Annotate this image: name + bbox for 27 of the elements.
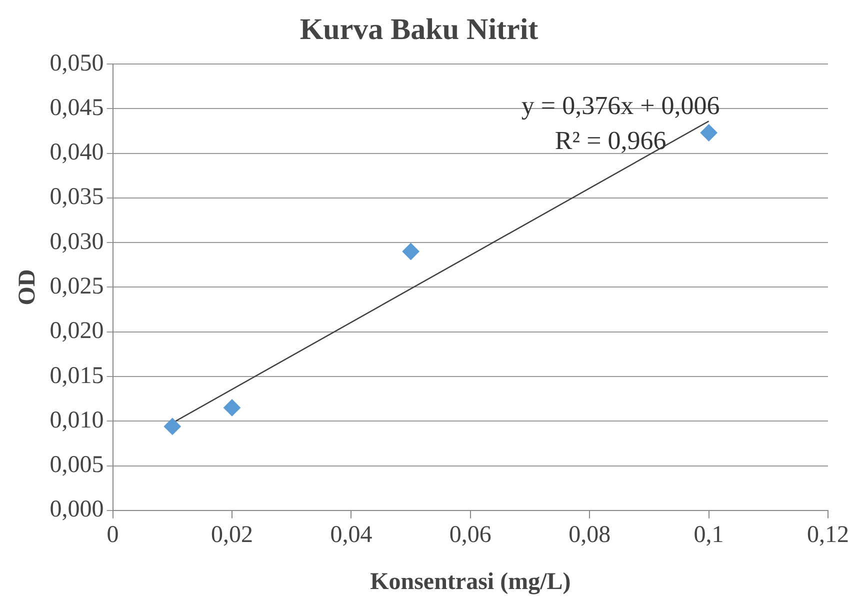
annotation: y = 0,376x + 0,006 xyxy=(521,91,720,120)
point xyxy=(224,399,240,416)
x-tick-label: 0,12 xyxy=(807,522,849,548)
point xyxy=(700,124,718,142)
x-axis-title: Konsentrasi (mg/L) xyxy=(370,568,571,595)
y-tick-label: 0,010 xyxy=(50,407,104,434)
x-tick-label: 0,08 xyxy=(568,522,611,548)
x-tick-label: 0,1 xyxy=(694,522,724,548)
y-tick-label: 0,040 xyxy=(50,140,104,166)
x-tick-label: 0,02 xyxy=(211,522,253,548)
y-tick-label: 0,030 xyxy=(50,228,104,255)
point xyxy=(164,418,181,435)
x-tick-label: 0,04 xyxy=(330,522,372,548)
y-tick-label: 0,045 xyxy=(50,94,104,121)
y-tick-label: 0,000 xyxy=(50,496,104,523)
y-tick-label: 0,020 xyxy=(50,318,104,344)
y-tick-label: 0,025 xyxy=(50,273,104,300)
y-tick-label: 0,050 xyxy=(50,50,104,76)
annotation: R² = 0,966 xyxy=(554,126,666,155)
chart-title: Kurva Baku Nitrit xyxy=(300,12,538,46)
x-tick-label: 0,06 xyxy=(449,522,492,548)
y-tick-label: 0,015 xyxy=(50,362,104,389)
y-axis-title: OD xyxy=(14,269,41,306)
y-tick-label: 0,035 xyxy=(50,184,104,210)
x-tick-label: 0 xyxy=(106,522,119,548)
y-tick-label: 0,005 xyxy=(50,452,104,478)
point xyxy=(402,242,420,260)
